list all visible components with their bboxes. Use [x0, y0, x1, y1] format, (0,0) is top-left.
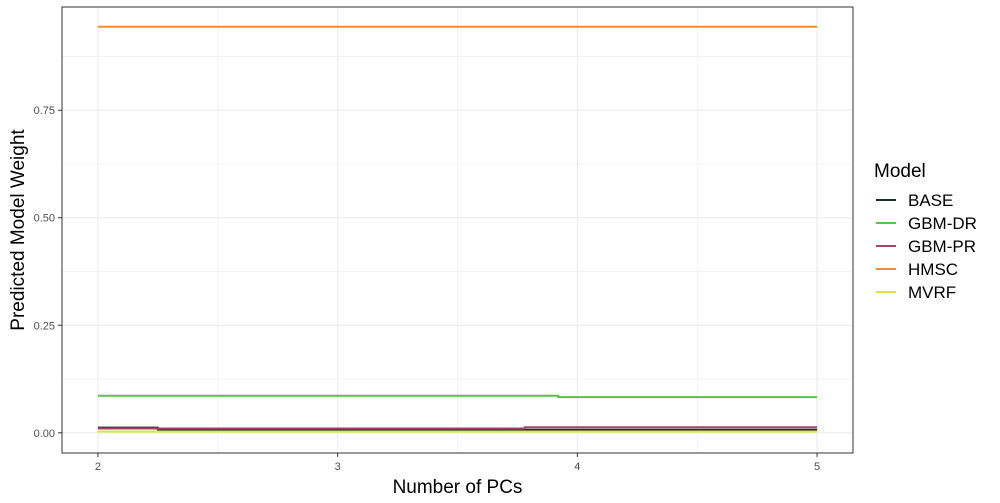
plot-panel-border [61, 6, 854, 454]
grid-major [62, 7, 853, 453]
legend-label: MVRF [908, 283, 956, 302]
legend-item-hmsc: HMSC [876, 260, 958, 279]
x-tick-label: 2 [95, 461, 101, 473]
x-axis-title: Number of PCs [393, 477, 523, 498]
legend-label: BASE [908, 191, 953, 210]
legend-title: Model [874, 161, 926, 182]
y-tick-label: 0.75 [34, 105, 55, 117]
x-tick-label: 5 [814, 461, 820, 473]
legend-label: GBM-DR [908, 214, 977, 233]
x-axis-ticks: 2 3 4 5 [95, 453, 820, 473]
y-axis-ticks: 0.00 0.25 0.50 0.75 [34, 105, 62, 440]
y-tick-label: 0.00 [34, 428, 55, 440]
legend-label: HMSC [908, 260, 958, 279]
y-tick-label: 0.25 [34, 320, 55, 332]
y-tick-label: 0.50 [34, 213, 55, 225]
series-line-gbm-dr [97, 394, 818, 399]
series-line-gbm-pr [97, 426, 818, 430]
legend-item-gbm-dr: GBM-DR [876, 214, 977, 233]
x-tick-label: 3 [335, 461, 341, 473]
series-layer [97, 25, 818, 433]
legend-item-gbm-pr: GBM-PR [876, 237, 976, 256]
legend: Model BASE GBM-DR GBM-PR HMSC MVRF [874, 161, 977, 302]
legend-label: GBM-PR [908, 237, 976, 256]
legend-item-base: BASE [876, 191, 953, 210]
x-tick-label: 4 [574, 461, 580, 473]
grid-minor [62, 7, 853, 453]
y-axis-title: Predicted Model Weight [8, 129, 29, 331]
legend-items: BASE GBM-DR GBM-PR HMSC MVRF [876, 191, 977, 302]
legend-item-mvrf: MVRF [876, 283, 956, 302]
